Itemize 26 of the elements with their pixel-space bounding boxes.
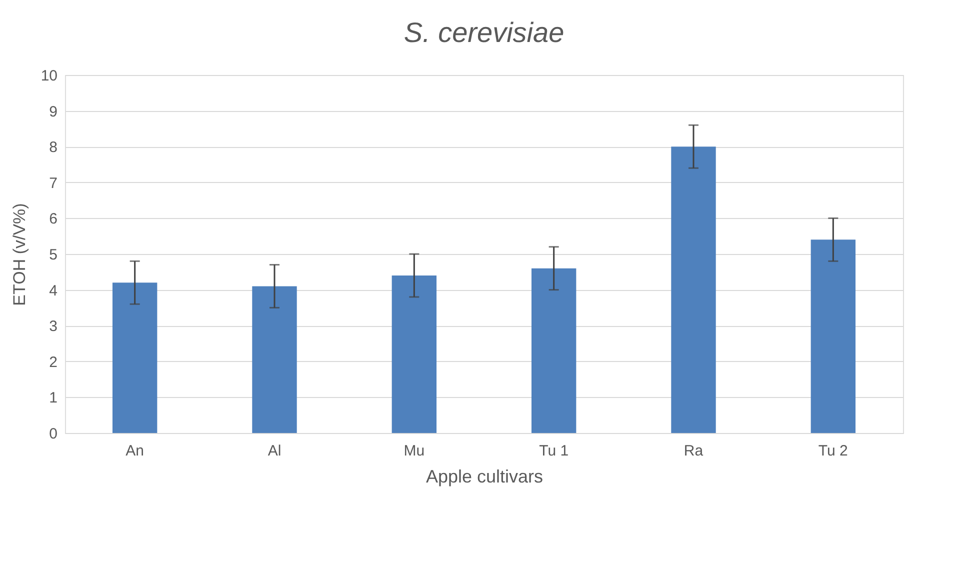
bar <box>810 240 856 433</box>
y-tick-label: 3 <box>49 318 58 336</box>
y-tick-label: 0 <box>49 426 58 442</box>
y-tick-label: 9 <box>49 103 58 120</box>
y-tick-label: 5 <box>49 246 58 264</box>
x-tick-label: Ra <box>684 442 704 460</box>
x-tick-label: Tu 2 <box>818 442 848 460</box>
y-tick-label: 2 <box>49 354 58 371</box>
x-tick-label: An <box>126 442 144 460</box>
y-axis-title: ETOH (v/V%) <box>10 203 29 306</box>
y-tick-label: 10 <box>40 68 58 84</box>
bar <box>392 275 437 433</box>
x-tick-label: Tu 1 <box>539 442 569 460</box>
x-axis-title: Apple cultivars <box>426 466 544 486</box>
y-tick-label: 7 <box>49 174 58 192</box>
bar <box>671 146 716 433</box>
bar <box>112 282 158 433</box>
y-tick-label: 6 <box>49 210 58 228</box>
y-tick-label: 8 <box>49 139 58 156</box>
bar <box>531 268 576 433</box>
chart-title: S. cerevisiae <box>404 17 564 48</box>
y-tick-label: 4 <box>49 282 58 300</box>
y-tick-label: 1 <box>49 390 58 407</box>
bar <box>252 286 297 433</box>
x-tick-label: Mu <box>404 442 425 460</box>
x-tick-label: Al <box>268 442 282 460</box>
